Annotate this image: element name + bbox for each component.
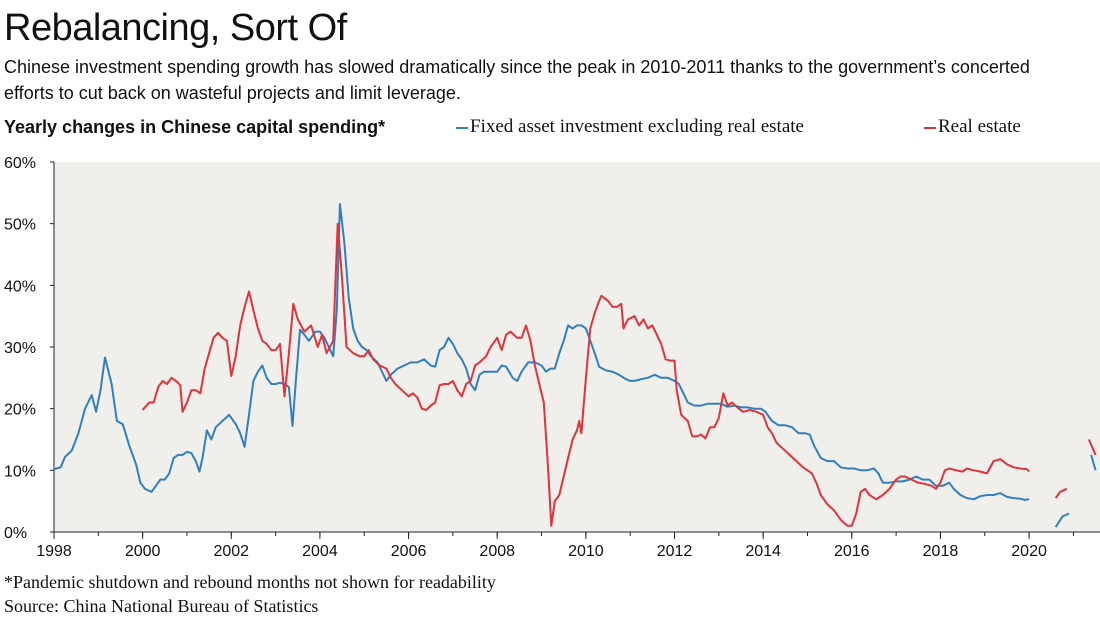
series-line-real-estate	[1087, 439, 1097, 456]
chart-heading: Yearly changes in Chinese capital spendi…	[4, 117, 386, 137]
x-tick-label: 2016	[834, 543, 870, 560]
chart-title: Rebalancing, Sort Of	[4, 7, 347, 49]
y-tick-label: 0%	[4, 525, 27, 542]
x-tick-label: 2018	[923, 543, 959, 560]
y-tick-label: 50%	[4, 217, 36, 234]
legend-label-real-estate: Real estate	[938, 116, 1021, 137]
legend-item-real-estate: Real estate	[924, 114, 1021, 140]
x-tick-label: 2004	[302, 543, 338, 560]
tick-labels: 1998 2000 2002 2004 2006 2008 2010 2012 2014 2016…	[4, 155, 1047, 560]
legend-swatch-real-estate	[924, 126, 936, 129]
x-tick-label: 2000	[125, 543, 161, 560]
x-tick-label: 2010	[568, 543, 604, 560]
x-tick-label: 2008	[479, 543, 515, 560]
x-tick-label: 2002	[213, 543, 249, 560]
chart-subtitle: Chinese investment spending growth has s…	[4, 57, 1030, 103]
line-chart: 1998 2000 2002 2004 2006 2008 2010 2012 2014 2016…	[4, 155, 1100, 560]
footnote: *Pandemic shutdown and rebound months no…	[4, 572, 496, 592]
y-tick-label: 30%	[4, 340, 36, 357]
series-lines	[53, 202, 1097, 528]
y-tick-label: 60%	[4, 155, 36, 172]
x-tick-label: 1998	[36, 543, 72, 560]
y-tick-label: 20%	[4, 402, 36, 419]
y-tick-label: 10%	[4, 463, 36, 480]
x-tick-label: 2020	[1011, 543, 1047, 560]
series-line-real-estate	[1054, 487, 1068, 499]
series-line-fixed-asset	[1090, 454, 1097, 471]
series-line-fixed-asset	[53, 202, 1030, 501]
legend-item-fixed-asset: Fixed asset investment excluding real es…	[456, 114, 804, 140]
axes	[50, 161, 1100, 539]
x-tick-label: 2006	[391, 543, 427, 560]
series-line-fixed-asset	[1054, 512, 1070, 528]
series-line-real-estate	[141, 222, 1030, 527]
legend-swatch-fixed-asset	[456, 126, 468, 129]
legend-label-fixed-asset: Fixed asset investment excluding real es…	[470, 116, 804, 137]
x-tick-label: 2012	[657, 543, 693, 560]
y-tick-label: 40%	[4, 278, 36, 295]
x-tick-label: 2014	[745, 543, 781, 560]
source-note: Source: China National Bureau of Statist…	[4, 596, 319, 616]
